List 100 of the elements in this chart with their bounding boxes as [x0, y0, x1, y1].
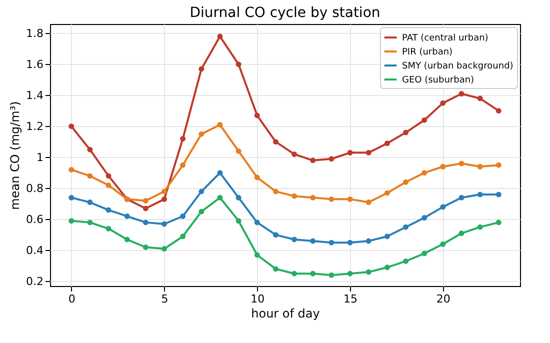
point	[68, 166, 74, 172]
legend-label: SMY (urban background)	[402, 62, 514, 72]
point	[292, 236, 298, 242]
point	[458, 194, 464, 200]
point	[403, 224, 408, 230]
point	[440, 204, 446, 210]
point	[68, 194, 74, 200]
point	[124, 214, 130, 219]
y-tick-label: 1.4	[26, 88, 44, 102]
y-tick-label: 1.6	[26, 58, 44, 71]
point	[236, 148, 242, 154]
point	[347, 270, 353, 276]
point	[272, 266, 278, 272]
point	[106, 226, 112, 232]
y-tick-label: 0.6	[26, 212, 44, 226]
point	[162, 246, 167, 252]
point	[106, 173, 112, 179]
point	[142, 220, 148, 226]
y-axis-title: mean CO (mg/m³)	[8, 101, 22, 210]
y-tick-label: 0.2	[26, 274, 44, 288]
point	[142, 198, 148, 204]
point	[422, 250, 428, 256]
point	[328, 196, 334, 202]
point	[384, 190, 390, 196]
point	[496, 192, 502, 198]
point	[328, 240, 334, 246]
point	[198, 188, 204, 194]
point	[236, 62, 242, 68]
point	[310, 270, 316, 276]
point	[87, 146, 93, 152]
point	[68, 124, 74, 130]
x-axis-title: hour of day	[251, 306, 320, 320]
point	[366, 150, 372, 156]
y-tick-label: 1.2	[26, 120, 44, 133]
x-tick-label: 10	[250, 292, 265, 306]
point	[384, 264, 390, 270]
x-tick-label: 0	[68, 292, 76, 306]
point	[180, 136, 186, 142]
point	[458, 230, 464, 236]
point	[272, 188, 278, 194]
point	[236, 194, 242, 200]
point	[403, 179, 408, 185]
y-tick-label: 1.8	[26, 26, 44, 40]
point	[310, 158, 316, 164]
point	[366, 269, 372, 275]
point	[496, 220, 502, 226]
point	[180, 214, 186, 219]
point	[366, 238, 372, 244]
point	[440, 241, 446, 247]
point	[422, 215, 428, 221]
y-tick-label: 0.8	[26, 182, 44, 195]
point	[366, 200, 372, 206]
point	[106, 182, 112, 188]
point	[272, 139, 278, 145]
legend-label: PIR (urban)	[402, 48, 453, 58]
point	[162, 188, 167, 194]
point	[477, 164, 483, 170]
point	[477, 224, 483, 230]
point	[384, 140, 390, 146]
point	[254, 174, 260, 180]
point	[477, 192, 483, 198]
point	[162, 221, 167, 227]
point	[347, 196, 353, 202]
point	[403, 258, 408, 264]
y-tick-label: 0.4	[26, 244, 44, 257]
point	[403, 130, 408, 136]
x-tick-label: 20	[436, 292, 450, 306]
point	[180, 162, 186, 168]
point	[347, 150, 353, 156]
point	[217, 34, 223, 40]
point	[142, 244, 148, 250]
point	[87, 173, 93, 179]
point	[347, 240, 353, 246]
point	[440, 100, 446, 106]
point	[458, 160, 464, 166]
point	[198, 66, 204, 72]
point	[254, 252, 260, 258]
point	[292, 151, 298, 157]
point	[272, 232, 278, 238]
legend-label: GEO (suburban)	[402, 76, 474, 86]
point	[292, 193, 298, 199]
y-tick-label: 1	[36, 150, 44, 164]
point	[496, 162, 502, 168]
point	[68, 218, 74, 224]
point	[180, 234, 186, 240]
chart-title: Diurnal CO cycle by station	[190, 5, 380, 21]
point	[328, 156, 334, 162]
point	[106, 207, 112, 213]
x-tick-label: 5	[161, 292, 168, 306]
point	[384, 234, 390, 240]
point	[198, 208, 204, 214]
point	[477, 96, 483, 102]
point	[458, 91, 464, 96]
point	[87, 200, 93, 206]
point	[87, 220, 93, 226]
point	[440, 164, 446, 170]
point	[162, 196, 167, 202]
point	[254, 112, 260, 118]
point	[496, 108, 502, 114]
point	[142, 206, 148, 212]
